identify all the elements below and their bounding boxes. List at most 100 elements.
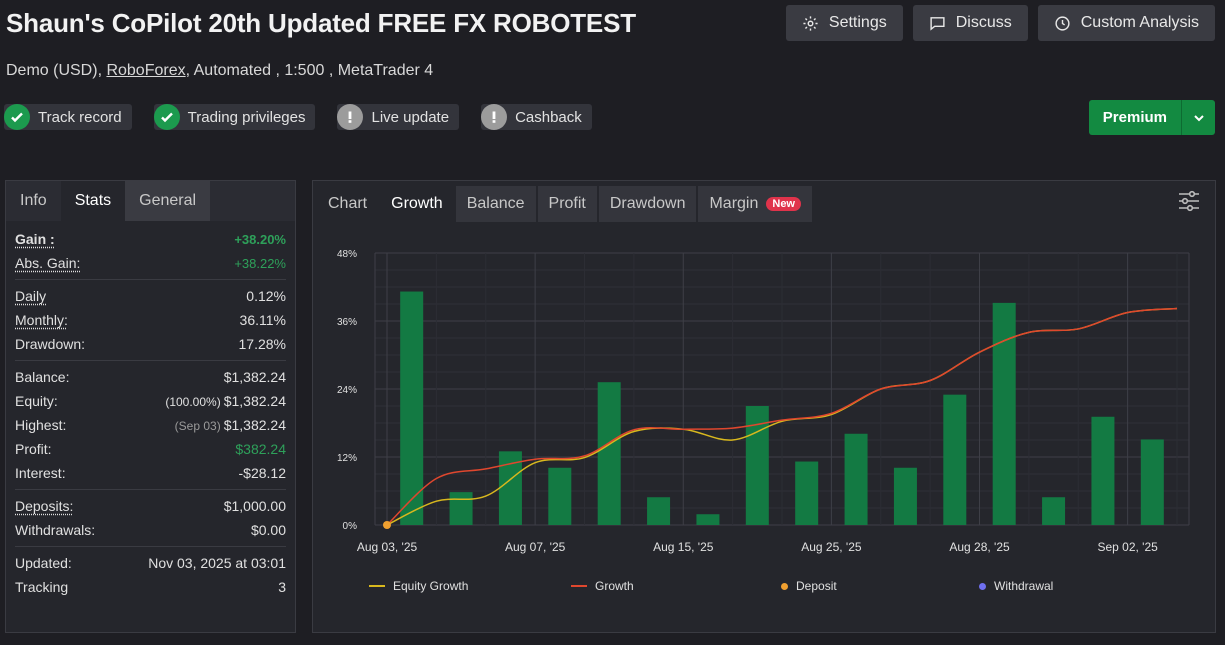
chart-legend: Equity Growth Growth Deposit Withdrawal [369,579,1053,593]
chart-bar [844,433,868,525]
stat-label[interactable]: Deposits: [15,498,74,514]
tab-profit[interactable]: Profit [537,186,597,222]
stat-balance: Balance: $1,382.24 [15,365,286,389]
stat-value: $1,000.00 [223,498,286,514]
tab-margin[interactable]: Margin New [698,186,812,222]
chart-bar [696,514,720,525]
check-icon [4,104,30,130]
growth-chart: 0%12%24%36%48% Aug 03, '25 Aug 07, '25 Aug… [337,249,1190,554]
stat-label: Equity: [15,393,58,409]
stat-label[interactable]: Daily [15,288,47,304]
stats-list: Gain : +38.20% Abs. Gain: +38.22% Daily 0.1… [6,221,295,599]
badge-label: Cashback [515,108,582,126]
page-title: Shaun's CoPilot 20th Updated FREE FX ROB… [6,8,636,38]
tab-stats[interactable]: Stats [60,181,126,221]
x-tick-label: Sep 02, '25 [1097,540,1158,554]
stat-daily: Daily 0.12% [15,284,286,308]
stat-label: Interest: [15,465,66,481]
stat-label[interactable]: Abs. Gain: [15,255,81,271]
badge-track-record[interactable]: Track record [4,104,132,130]
legend-dot [781,582,788,590]
check-icon [153,104,180,130]
settings-label: Settings [828,14,887,31]
filter-settings-icon[interactable] [1177,189,1201,213]
stat-withdrawals: Withdrawals: $0.00 [15,518,286,542]
chart-panel: Chart Growth Balance Profit Drawdown Mar… [312,180,1216,633]
gear-icon [803,15,818,31]
stat-value: 3 [278,579,286,595]
tab-general[interactable]: General [125,181,211,221]
chart-bar [498,451,522,525]
tab-info[interactable]: Info [6,181,61,221]
y-tick-label: 0% [343,521,358,532]
legend-line [369,585,385,587]
stat-value: Nov 03, 2025 at 03:01 [148,555,286,571]
divider [15,360,286,361]
stat-label[interactable]: Gain : [15,231,55,247]
discuss-label: Discuss [955,14,1012,31]
stat-amount: $1,382.24 [223,417,286,433]
tab-drawdown[interactable]: Drawdown [598,186,697,222]
tab-margin-label: Margin [709,195,759,212]
legend-line [571,585,587,587]
discuss-button[interactable]: Discuss [912,5,1028,41]
legend-label: Growth [595,579,634,593]
stat-highest: Highest: (Sep 03) $1,382.24 [15,413,286,437]
legend-equity-growth[interactable]: Equity Growth [369,579,571,593]
chart-bar [1091,416,1115,525]
account-subtitle: Demo (USD), RoboForex, Automated , 1:500… [6,62,433,80]
tab-growth[interactable]: Growth [380,186,454,222]
settings-button[interactable]: Settings [785,5,903,41]
stat-profit: Profit: $382.24 [15,437,286,461]
custom-analysis-label: Custom Analysis [1080,14,1199,31]
badge-cashback[interactable]: Cashback [481,104,592,130]
stat-label: Profit: [15,441,52,457]
stat-label: Highest: [15,417,67,433]
legend-dot [979,582,986,590]
badge-live-update[interactable]: Live update [337,104,460,130]
stat-monthly: Monthly: 36.11% [15,308,286,332]
divider [15,279,286,280]
deposit-point [383,521,391,529]
stat-label[interactable]: Monthly: [15,312,68,328]
chart-bar [745,406,769,525]
verification-badges: Track record Trading privileges Live upd… [4,104,592,130]
broker-link[interactable]: RoboForex [106,62,186,79]
divider [15,489,286,490]
stat-value: 36.11% [239,312,286,328]
stat-value: 0.12% [246,288,286,304]
chart-bar [597,382,621,525]
custom-analysis-button[interactable]: Custom Analysis [1037,5,1215,41]
stat-value: 17.28% [238,336,286,352]
chart-bar [992,302,1016,525]
chevron-down-icon[interactable] [1181,100,1215,135]
stat-label: Withdrawals: [15,522,96,538]
subtitle-details: , Automated , 1:500 , MetaTrader 4 [185,62,434,79]
divider [15,546,286,547]
x-tick-label: Aug 03, '25 [357,540,418,554]
chart-bar [647,497,671,525]
stat-value: $382.24 [235,441,286,457]
stat-tracking: Tracking 3 [15,575,286,599]
badge-trading-privileges[interactable]: Trading privileges [153,104,316,130]
stats-panel: Info Stats General Gain : +38.20% Abs. Ga… [5,180,296,633]
stat-label: Tracking [15,579,69,595]
tab-chart[interactable]: Chart [328,195,368,212]
legend-label: Equity Growth [393,579,469,593]
legend-growth[interactable]: Growth [571,579,781,593]
stat-deposits: Deposits: $1,000.00 [15,494,286,518]
subtitle-account-type: Demo (USD), [6,62,107,79]
legend-withdrawal[interactable]: Withdrawal [979,579,1053,593]
x-axis-labels: Aug 03, '25 Aug 07, '25 Aug 15, '25 Aug 25,… [357,540,1158,554]
badge-label: Track record [38,108,122,126]
chart-bar [893,467,917,525]
stat-value: (100.00%) $1,382.24 [165,393,286,409]
legend-deposit[interactable]: Deposit [781,579,979,593]
stat-drawdown: Drawdown: 17.28% [15,332,286,356]
stat-label: Drawdown: [15,336,86,352]
stat-interest: Interest: -$28.12 [15,461,286,485]
chart-bar [1042,497,1066,525]
premium-button[interactable]: Premium [1088,100,1215,135]
exclamation-icon [337,104,364,130]
tab-balance[interactable]: Balance [455,186,536,222]
